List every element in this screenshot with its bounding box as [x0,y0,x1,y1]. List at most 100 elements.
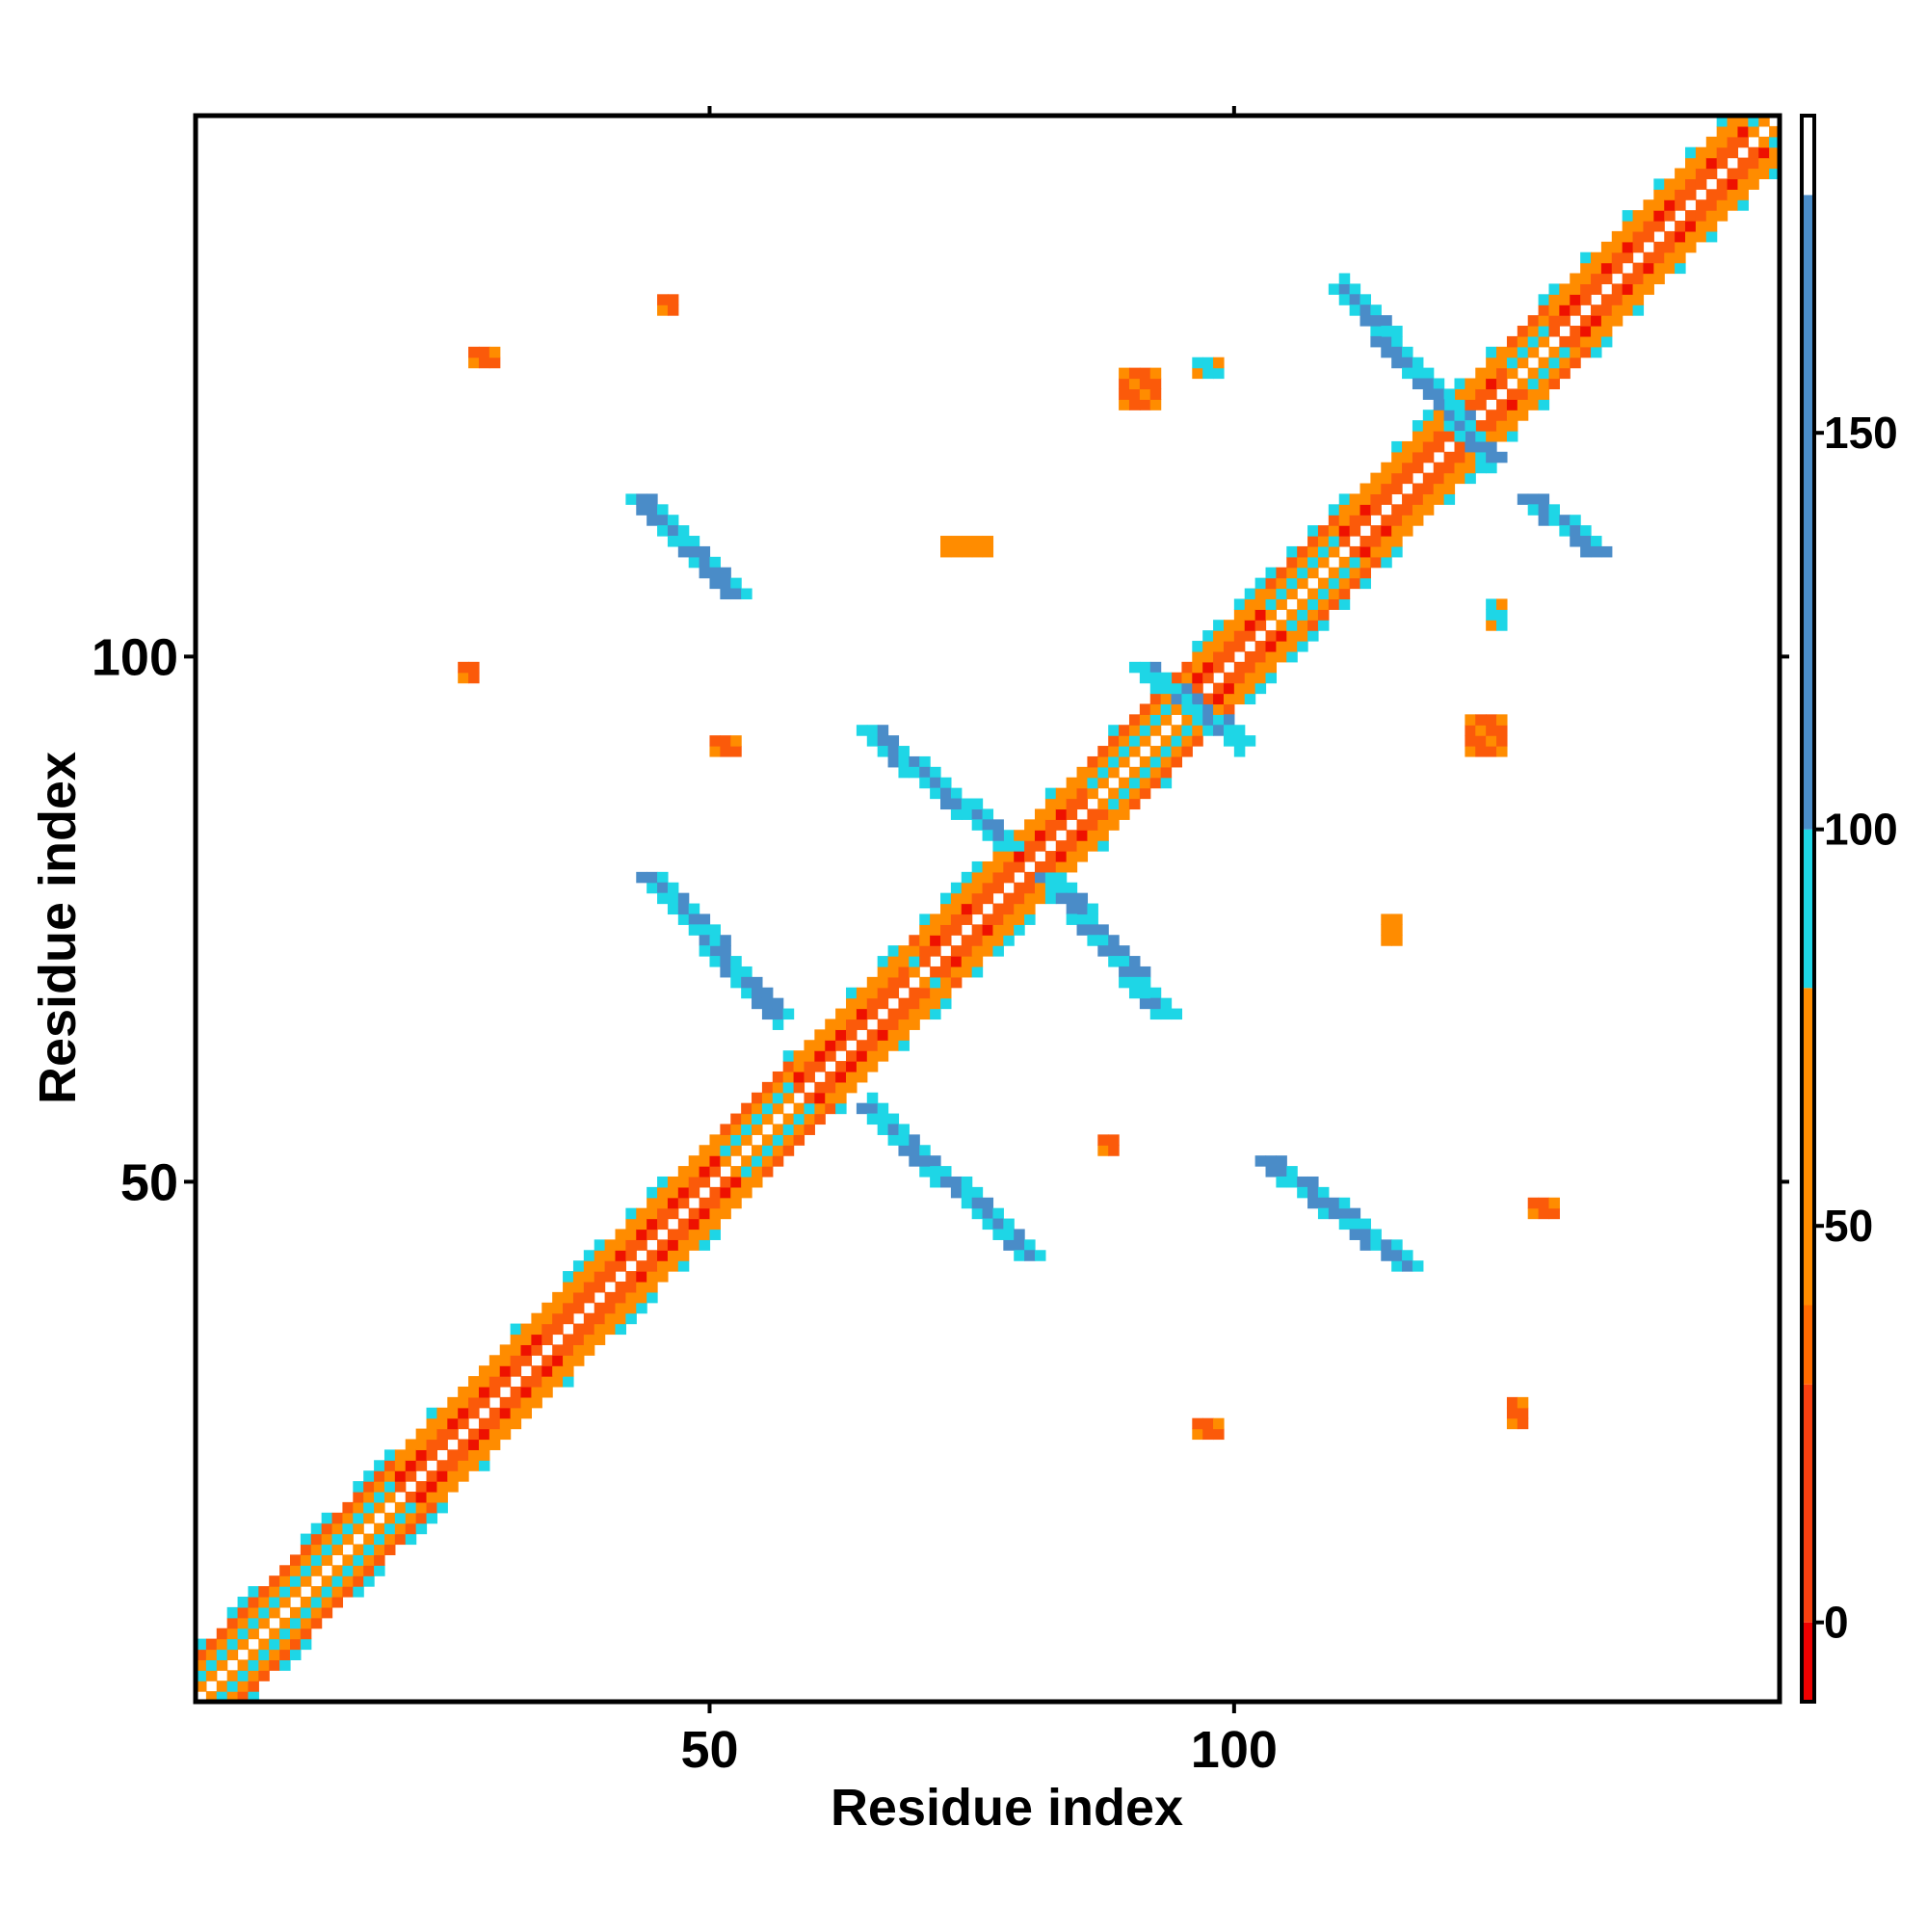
heatmap-cell [1475,399,1486,410]
heatmap-cell [1286,589,1297,600]
heatmap-cell [1518,347,1528,358]
heatmap-cell [573,1303,584,1314]
heatmap-cell [468,1376,479,1388]
heatmap-cell [1234,620,1245,631]
heatmap-cell [1339,589,1350,600]
heatmap-cell [406,1523,416,1535]
heatmap-cell [1140,399,1150,410]
heatmap-cell [1465,410,1475,421]
heatmap-cell [531,1334,541,1345]
heatmap-cell [1664,210,1675,222]
heatmap-cell [1350,568,1360,579]
heatmap-cell [1140,778,1150,789]
heatmap-cell [940,1166,951,1178]
heatmap-cell [730,1177,741,1188]
heatmap-cell [1077,840,1088,852]
heatmap-cell [500,1365,511,1377]
heatmap-cell [930,977,940,989]
heatmap-cell [878,1040,888,1051]
heatmap-cell [1245,694,1255,705]
heatmap-cell [479,1365,489,1377]
heatmap-cell [1748,178,1758,190]
heatmap-cell [1255,589,1266,600]
heatmap-cell [752,977,762,989]
heatmap-cell [814,1082,825,1094]
heatmap-cell [1737,178,1748,190]
heatmap-cell [1245,651,1255,663]
heatmap-cell [1266,651,1277,663]
heatmap-cell [427,1408,437,1419]
heatmap-cell [458,1418,468,1430]
heatmap-cell [1580,326,1591,337]
heatmap-cell [1391,515,1402,526]
heatmap-cell [1496,368,1507,380]
heatmap-cell [794,1061,805,1072]
heatmap-cell [1381,347,1391,358]
heatmap-cell [1402,504,1412,516]
heatmap-cell [594,1282,605,1293]
heatmap-cell [563,1303,573,1314]
heatmap-cell [1696,178,1706,190]
heatmap-cell [1286,578,1297,590]
heatmap-cell [1119,735,1129,747]
heatmap-cell [1518,379,1528,390]
heatmap-cell [416,1429,427,1441]
heatmap-cell [1486,746,1496,757]
heatmap-cell [720,956,730,967]
heatmap-cell [1276,1155,1286,1167]
heatmap-cell [279,1639,290,1651]
heatmap-cell [846,1082,857,1094]
heatmap-cell [605,1271,616,1283]
heatmap-cell [1360,484,1371,495]
heatmap-cell [1129,746,1140,757]
heatmap-cell [1329,283,1339,295]
heatmap-cell [1108,746,1119,757]
heatmap-cell [1465,399,1475,410]
heatmap-cell [983,830,993,841]
heatmap-cell [1360,578,1371,590]
heatmap-cell [1014,913,1024,925]
heatmap-cell [1255,673,1266,684]
heatmap-cell [689,1155,700,1167]
heatmap-cell [279,1565,290,1576]
heatmap-cell [730,1114,741,1125]
heatmap-cell [416,1439,427,1450]
heatmap-cell [1539,388,1549,400]
heatmap-cell [238,1639,249,1651]
heatmap-cell [1297,598,1307,610]
heatmap-cell [919,977,930,989]
heatmap-cell [1623,242,1633,253]
heatmap-cell [500,1344,511,1356]
heatmap-cell [1612,263,1623,275]
heatmap-cell [962,1177,972,1188]
heatmap-cell [1045,808,1056,820]
heatmap-cell [594,1313,605,1325]
heatmap-cell [657,883,668,894]
heatmap-cell [773,1072,783,1083]
heatmap-cell [951,1177,962,1188]
heatmap-cell [962,966,972,978]
heatmap-cell [1465,431,1475,442]
heatmap-cell [489,1355,500,1366]
heatmap-cell [1003,861,1014,873]
heatmap-cell [1307,609,1318,621]
heatmap-cell [1465,441,1475,453]
heatmap-cell [1097,830,1108,841]
heatmap-cell [1391,935,1402,946]
heatmap-cell [1370,493,1381,505]
heatmap-cell [1035,819,1045,831]
heatmap-cell [668,1187,678,1199]
heatmap-cell [248,1597,258,1608]
heatmap-cell [1129,725,1140,736]
heatmap-cell [1496,410,1507,421]
heatmap-cell [678,1177,689,1188]
heatmap-cell [878,956,888,967]
heatmap-cell [1097,1134,1108,1146]
heatmap-cell [1150,399,1161,410]
heatmap-cell [1150,703,1161,715]
heatmap-cell [1024,893,1035,905]
heatmap-cell [605,1250,616,1261]
heatmap-cell [1728,178,1738,190]
heatmap-cell [616,1303,626,1314]
heatmap-cell [1475,420,1486,432]
